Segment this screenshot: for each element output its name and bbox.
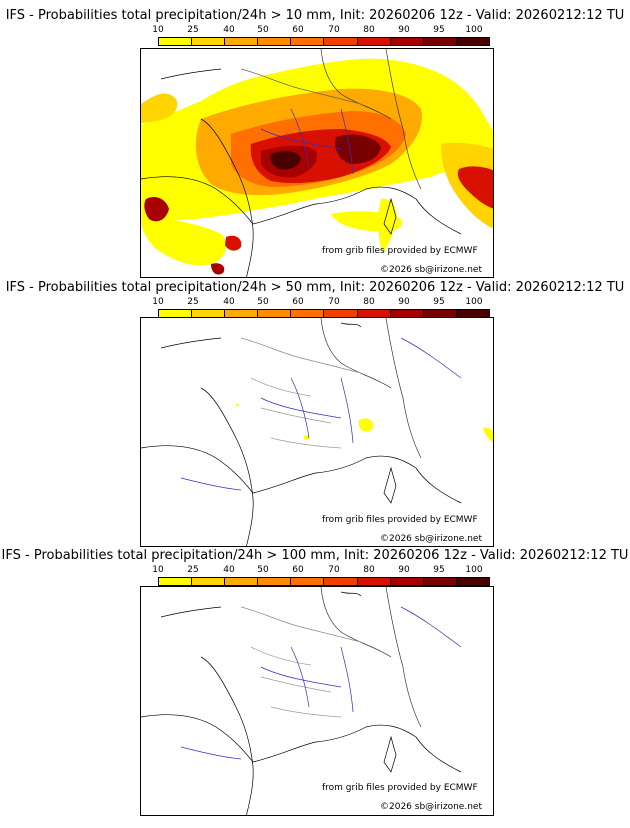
legend-tick-label: 40 bbox=[223, 297, 235, 307]
probability-field bbox=[141, 58, 493, 275]
credit-copyright: ©2026 sb@irizone.net bbox=[380, 265, 482, 275]
legend-tick-label: 60 bbox=[292, 25, 304, 35]
legend-tick-label: 70 bbox=[328, 297, 340, 307]
map-lines bbox=[141, 49, 462, 277]
legend-swatch bbox=[258, 310, 292, 317]
credit-copyright: ©2026 sb@irizone.net bbox=[380, 802, 482, 812]
map-10mm bbox=[140, 48, 494, 278]
legend-tick-label: 25 bbox=[187, 25, 199, 35]
legend-swatch bbox=[225, 310, 259, 317]
legend-swatch bbox=[192, 310, 226, 317]
legend-tick-label: 60 bbox=[292, 297, 304, 307]
legend-tick-label: 25 bbox=[187, 565, 199, 575]
probability-field bbox=[235, 403, 493, 443]
legend-tick-label: 90 bbox=[398, 297, 410, 307]
legend-swatch bbox=[423, 310, 457, 317]
legend-swatch bbox=[324, 578, 358, 585]
legend-tick-label: 10 bbox=[152, 565, 164, 575]
legend-swatch bbox=[225, 38, 259, 45]
legend-tick-label: 40 bbox=[223, 25, 235, 35]
legend-swatch bbox=[225, 578, 259, 585]
legend-tick-label: 90 bbox=[398, 565, 410, 575]
legend-swatch bbox=[423, 578, 457, 585]
legend-swatch bbox=[159, 38, 193, 45]
panel-title: IFS - Probabilities total precipitation/… bbox=[5, 280, 625, 295]
legend-swatch bbox=[291, 38, 325, 45]
legend-tick-label: 80 bbox=[363, 297, 375, 307]
legend-swatch bbox=[291, 578, 325, 585]
legend-tick-label: 100 bbox=[465, 297, 483, 307]
legend-swatch bbox=[192, 578, 226, 585]
legend-tick-label: 50 bbox=[257, 25, 269, 35]
legend-swatch bbox=[456, 38, 489, 45]
legend-swatch bbox=[291, 310, 325, 317]
legend-swatch bbox=[456, 310, 489, 317]
legend-labels: 10 25 40 50 60 70 80 90 95 100 bbox=[141, 565, 511, 577]
legend-tick-label: 70 bbox=[328, 25, 340, 35]
legend-swatch bbox=[324, 310, 358, 317]
panel-100mm: IFS - Probabilities total precipitation/… bbox=[0, 548, 630, 816]
map-svg bbox=[141, 49, 493, 277]
credit-copyright: ©2026 sb@irizone.net bbox=[380, 534, 482, 544]
panel-10mm: IFS - Probabilities total precipitation/… bbox=[0, 8, 630, 276]
legend-swatch bbox=[324, 38, 358, 45]
legend-labels: 10 25 40 50 60 70 80 90 95 100 bbox=[141, 297, 511, 309]
legend-labels: 10 25 40 50 60 70 80 90 95 100 bbox=[141, 25, 511, 37]
legend-tick-label: 95 bbox=[433, 565, 445, 575]
legend-tick-label: 10 bbox=[152, 25, 164, 35]
legend-tick-label: 50 bbox=[257, 297, 269, 307]
legend-tick-label: 70 bbox=[328, 565, 340, 575]
map-100mm bbox=[140, 586, 494, 816]
legend-tick-label: 25 bbox=[187, 297, 199, 307]
legend-tick-label: 60 bbox=[292, 565, 304, 575]
legend-swatch bbox=[423, 38, 457, 45]
legend-tick-label: 40 bbox=[223, 565, 235, 575]
legend-swatch bbox=[390, 310, 424, 317]
credit-source: from grib files provided by ECMWF bbox=[322, 783, 478, 793]
legend-swatch bbox=[390, 38, 424, 45]
legend-swatch bbox=[192, 38, 226, 45]
legend-tick-label: 10 bbox=[152, 297, 164, 307]
map-lines bbox=[141, 318, 462, 546]
legend-swatch bbox=[258, 578, 292, 585]
legend-swatch bbox=[159, 310, 193, 317]
panel-50mm: IFS - Probabilities total precipitation/… bbox=[0, 280, 630, 548]
map-lines bbox=[141, 587, 462, 815]
legend-tick-label: 95 bbox=[433, 297, 445, 307]
panel-title: IFS - Probabilities total precipitation/… bbox=[5, 8, 625, 23]
credit-source: from grib files provided by ECMWF bbox=[322, 515, 478, 525]
legend-swatch bbox=[357, 578, 391, 585]
legend-tick-label: 95 bbox=[433, 25, 445, 35]
color-legend bbox=[158, 37, 490, 46]
map-50mm bbox=[140, 317, 494, 547]
legend-swatch bbox=[258, 38, 292, 45]
legend-swatch bbox=[159, 578, 193, 585]
credit-source: from grib files provided by ECMWF bbox=[322, 246, 478, 256]
map-svg bbox=[141, 587, 462, 815]
panel-title: IFS - Probabilities total precipitation/… bbox=[1, 548, 629, 563]
legend-swatch bbox=[456, 578, 489, 585]
legend-tick-label: 50 bbox=[257, 565, 269, 575]
legend-tick-label: 100 bbox=[465, 565, 483, 575]
legend-tick-label: 80 bbox=[363, 25, 375, 35]
legend-swatch bbox=[390, 578, 424, 585]
map-svg bbox=[141, 318, 493, 546]
legend-swatch bbox=[357, 38, 391, 45]
legend-tick-label: 80 bbox=[363, 565, 375, 575]
legend-swatch bbox=[357, 310, 391, 317]
color-legend bbox=[158, 309, 490, 318]
legend-tick-label: 90 bbox=[398, 25, 410, 35]
color-legend bbox=[158, 577, 490, 586]
legend-tick-label: 100 bbox=[465, 25, 483, 35]
